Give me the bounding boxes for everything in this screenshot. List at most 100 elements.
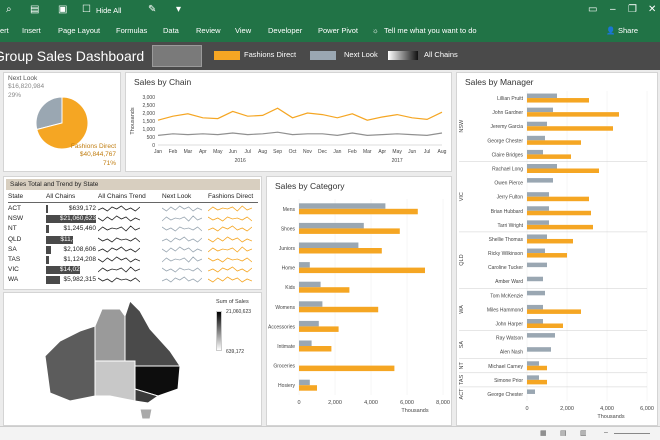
manager-group-label: TAS [459, 374, 465, 385]
category-bar-next-look [299, 301, 323, 307]
tab-insert[interactable]: Insert [22, 26, 41, 35]
manager-label: Jerry Fulton [497, 195, 524, 201]
tab-power-pivot[interactable]: Power Pivot [318, 26, 359, 35]
manager-bar-next-look [527, 149, 543, 155]
tell-me-box[interactable]: Tell me what you want to do [384, 26, 477, 35]
chain-y-tick: 1,500 [142, 119, 155, 125]
chain-y-tick: 2,500 [142, 103, 155, 109]
sparkline-path [98, 256, 140, 263]
manager-label: Ricky Wilkinson [488, 251, 523, 257]
sparkline-path [98, 237, 140, 243]
manager-bar-fashions-direct [527, 126, 613, 131]
tab-view[interactable]: View [235, 26, 252, 35]
page-break-view-icon[interactable]: ▥ [580, 430, 587, 437]
state-table-bar [46, 256, 49, 264]
category-label: Home [282, 266, 296, 272]
paste-icon[interactable]: ▤ [30, 4, 40, 15]
manager-bar-fashions-direct [527, 323, 563, 328]
restore-icon[interactable]: ❐ [628, 4, 637, 15]
manager-label: Caroline Tucker [488, 265, 523, 271]
zoom-out-icon[interactable]: – [604, 429, 608, 436]
print-icon[interactable]: ▣ [58, 4, 68, 15]
page-layout-view-icon[interactable]: ▤ [560, 430, 567, 437]
chain-x-tick: Sep [273, 149, 282, 155]
manager-bar-next-look [527, 361, 539, 366]
state-table-state: VIC [8, 266, 19, 274]
close-icon[interactable]: ✕ [648, 4, 657, 15]
minimize-icon[interactable]: – [610, 4, 616, 15]
map-state-qld [124, 301, 181, 367]
legend-nextlook-label: Next Look [344, 50, 378, 59]
excel-ribbon: ⌕ ▤ ▣ ☐ Hide All ✎ ▾ ▭ – ❐ ✕ ert Insert … [0, 0, 660, 42]
zoom-slider[interactable] [614, 433, 650, 434]
tab-data[interactable]: Data [163, 26, 179, 35]
normal-view-icon[interactable]: ▦ [540, 430, 547, 437]
manager-group-label: VIC [459, 192, 465, 201]
state-table-value: $2,108,606 [63, 245, 96, 253]
tab-developer[interactable]: Developer [268, 26, 303, 35]
state-table-state: TAS [8, 256, 21, 263]
state-table-sparkline [98, 237, 140, 243]
eraser-icon[interactable]: ✎ [148, 4, 157, 15]
manager-x-tick: 0 [525, 406, 528, 412]
chain-x-tick: Jun [229, 149, 237, 155]
sparkline-path [98, 225, 140, 232]
chain-year-2017: 2017 [392, 158, 403, 164]
sparkline-path [162, 267, 202, 273]
status-bar: ▦ ▤ ▥ – [0, 426, 660, 440]
state-table-title: Sales Total and Trend by State [10, 181, 99, 188]
manager-label: Brian Hubbard [491, 209, 523, 215]
manager-label: George Chester [487, 392, 523, 398]
manager-bar-fashions-direct [527, 379, 547, 385]
state-table-header: All Chains Trend [98, 193, 146, 200]
manager-label: Jeremy Garcia [490, 124, 523, 130]
ribbon-display-icon[interactable]: ▭ [588, 4, 598, 15]
state-table-sparkline [208, 257, 252, 263]
tab-insert-partial[interactable]: ert [0, 26, 9, 35]
pie-nextlook-value: $16,820,984 [8, 83, 45, 90]
filter-icon[interactable]: ⌕ [6, 4, 12, 15]
hide-all-checkbox[interactable]: ☐ [82, 4, 91, 15]
hide-all-label: Hide All [96, 6, 122, 15]
manager-bar-next-look [527, 192, 549, 197]
pie-slice [35, 96, 63, 131]
sparkline-path [98, 205, 140, 212]
share-icon[interactable]: 👤 [606, 26, 616, 35]
state-table-bar [46, 276, 60, 285]
manager-x-tick: 4,000 [600, 406, 614, 412]
state-table-sparkline [162, 236, 202, 243]
category-x-tick: 0 [297, 400, 300, 406]
quick-access-more-icon[interactable]: ▾ [176, 4, 182, 15]
tab-page-layout[interactable]: Page Layout [58, 26, 101, 35]
tab-review[interactable]: Review [196, 26, 221, 35]
manager-bar-next-look [527, 389, 535, 394]
sparkline-path [208, 205, 252, 212]
pie-nextlook-label: Next Look [8, 75, 38, 82]
manager-bar-fashions-direct [527, 154, 571, 159]
category-label: Womens [275, 305, 295, 311]
manager-label: Amber Ward [495, 279, 523, 285]
manager-bar-fashions-direct [527, 210, 591, 216]
chain-year-2016: 2016 [235, 158, 246, 164]
tab-formulas[interactable]: Formulas [116, 26, 148, 35]
category-bar-fashions-direct [299, 306, 379, 313]
chain-x-tick: Feb [169, 149, 178, 155]
state-table-sparkline [162, 205, 202, 212]
state-table-sparkline [208, 236, 252, 243]
state-table-sparkline [162, 226, 202, 232]
category-bar-fashions-direct [299, 208, 418, 215]
selected-cell[interactable] [152, 45, 202, 67]
chain-x-tick: Mar [184, 149, 193, 155]
state-table-sparkline [98, 277, 140, 283]
sparkline-path [208, 236, 252, 243]
state-table-header: Fashions Direct [208, 193, 254, 200]
australia-map [44, 301, 181, 420]
state-table-state: NSW [8, 215, 24, 223]
manager-bar-fashions-direct [527, 253, 567, 258]
share-button[interactable]: Share [618, 26, 639, 35]
chain-x-tick: Aug [438, 149, 447, 155]
category-bar-next-look [299, 262, 310, 268]
map-legend-max: 21,060,623 [226, 309, 252, 315]
chain-y-tick: 1,000 [142, 127, 155, 133]
category-x-tick: 2,000 [328, 400, 342, 406]
